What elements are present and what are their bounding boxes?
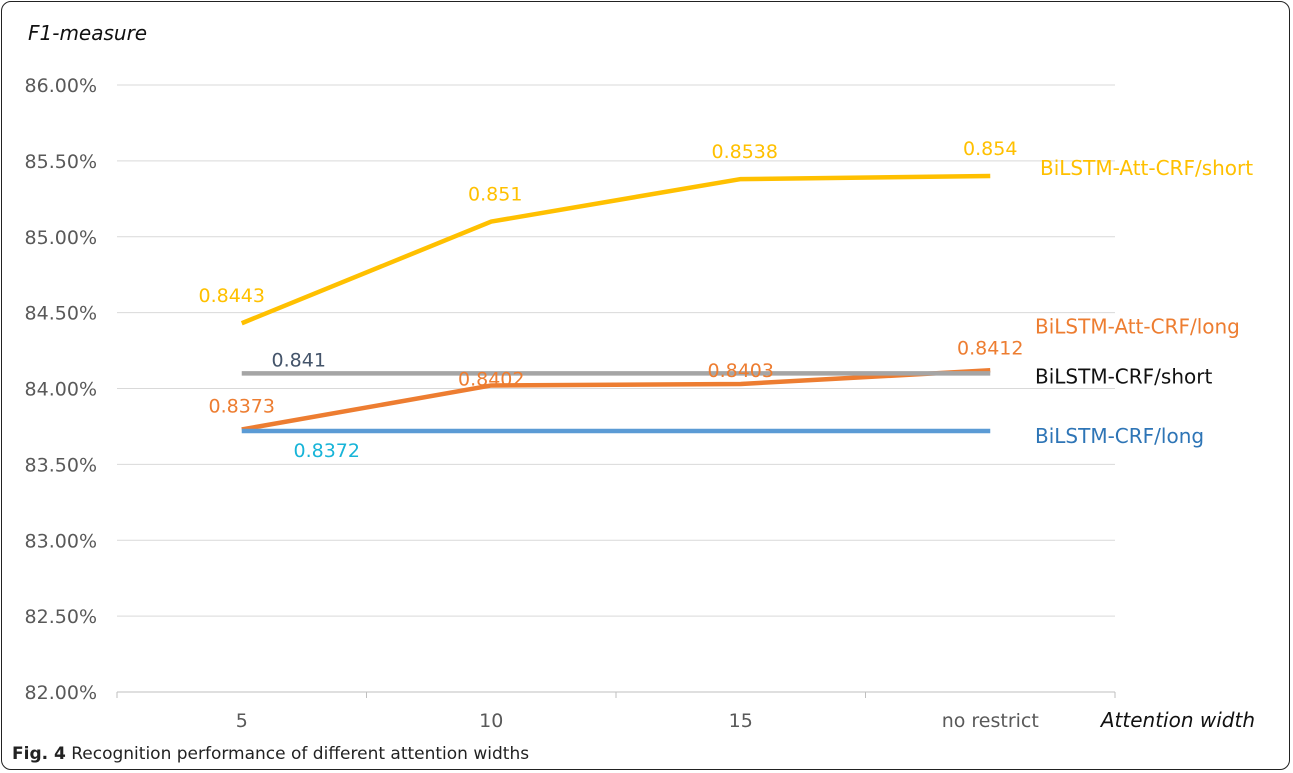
- data-label: 0.8373: [209, 395, 275, 417]
- x-tick-label: 5: [236, 710, 248, 732]
- series-name-label: BiLSTM-CRF/long: [1035, 424, 1204, 448]
- series-name-label: BiLSTM-Att-CRF/long: [1035, 314, 1240, 338]
- data-label: 0.8412: [957, 337, 1023, 359]
- y-tick-label: 82.00%: [25, 682, 97, 704]
- y-axis-title: F1-measure: [28, 21, 147, 45]
- y-tick-label: 85.00%: [25, 227, 97, 249]
- x-tick-label: 10: [479, 710, 503, 732]
- caption-text: Recognition performance of different att…: [65, 744, 530, 764]
- series-name-label: BiLSTM-Att-CRF/short: [1040, 156, 1253, 180]
- figure-caption: Fig. 4 Recognition performance of differ…: [12, 744, 529, 764]
- y-tick-label: 84.00%: [25, 379, 97, 401]
- series-line: [241, 368, 991, 432]
- caption-prefix: Fig. 4: [12, 744, 66, 764]
- data-label: 0.851: [468, 184, 522, 206]
- x-tick-label: 15: [729, 710, 753, 732]
- y-tick-label: 86.00%: [25, 75, 97, 97]
- data-label: 0.8403: [708, 360, 774, 382]
- y-tick-label: 84.50%: [25, 303, 97, 325]
- series-name-label: BiLSTM-CRF/short: [1035, 364, 1212, 388]
- y-tick-label: 83.50%: [25, 454, 97, 476]
- x-axis-title: Attention width: [1099, 708, 1255, 732]
- data-label: 0.854: [963, 138, 1017, 160]
- data-label: 0.8538: [712, 141, 778, 163]
- data-label: 0.8443: [199, 285, 265, 307]
- y-tick-label: 85.50%: [25, 151, 97, 173]
- data-label: 0.8372: [294, 440, 360, 462]
- series-line: [240, 173, 991, 326]
- data-label: 0.8402: [458, 368, 524, 390]
- y-tick-label: 83.00%: [25, 530, 97, 552]
- y-tick-label: 82.50%: [25, 606, 97, 628]
- data-label: 0.841: [272, 349, 326, 371]
- x-tick-label: no restrict: [942, 710, 1039, 732]
